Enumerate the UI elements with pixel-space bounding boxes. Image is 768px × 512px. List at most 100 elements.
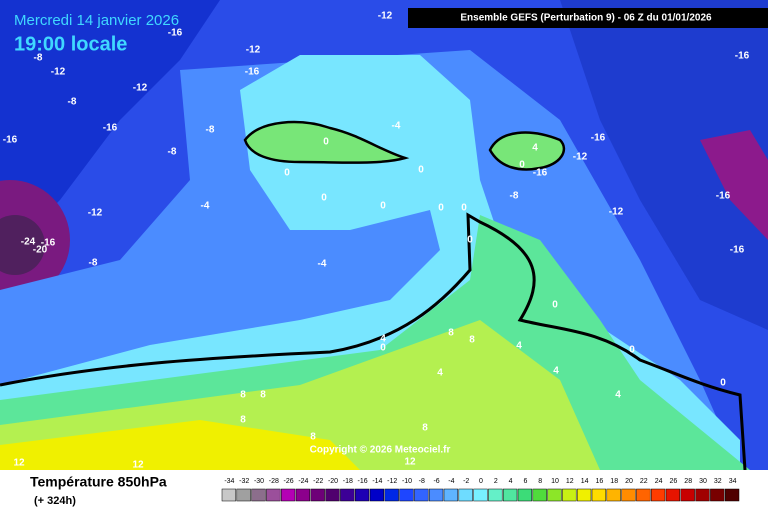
cold-region [560, 0, 768, 330]
model-run: Ensemble GEFS (Perturbation 9) - 06 Z du… [460, 13, 712, 24]
isotherm-label: -12 [378, 11, 393, 22]
scale-swatch [236, 488, 251, 502]
isotherm-label: 8 [260, 390, 266, 401]
color-scale: -34 -32 -30 -28 -26 -24 -22 -20 -18 -16 -14 -12 -10-… [221, 478, 740, 502]
isotherm-label: -16 [41, 238, 56, 249]
scale-label: -14 [372, 478, 382, 485]
isotherm-label: 8 [240, 415, 246, 426]
scale-swatch [665, 488, 681, 502]
scale-swatch [710, 488, 725, 502]
isotherm-label: -16 [533, 168, 548, 179]
land-area [488, 131, 566, 171]
isotherm-label: -16 [103, 123, 118, 134]
scale-label: -12 [387, 478, 397, 485]
scale-label: 18 [610, 478, 618, 485]
isotherm-label: 0 [438, 203, 444, 214]
scale-swatch [591, 488, 607, 502]
isotherm-label: 8 [469, 335, 475, 346]
field-title: Température 850hPa [30, 474, 167, 490]
isotherm-label: 0 [519, 160, 525, 171]
scale-swatch [340, 488, 355, 502]
model-box [408, 8, 768, 28]
scale-swatch [576, 488, 592, 502]
scale-label: 4 [509, 478, 513, 485]
isotherm-label: -16 [591, 133, 606, 144]
very-cold-region [0, 215, 45, 275]
isotherm-label: 4 [615, 390, 621, 401]
isotherm-label: -4 [318, 259, 327, 270]
scale-label: -16 [358, 478, 368, 485]
isotherm-label: -8 [168, 147, 177, 158]
isotherm-label: 0 [467, 235, 473, 246]
isotherm-label: -12 [133, 83, 148, 94]
scale-swatch [562, 488, 577, 502]
isotherm-label: -20 [33, 245, 48, 256]
isotherm-label: 8 [448, 328, 454, 339]
copyright: Copyright © 2026 Meteociel.fr [310, 445, 451, 456]
scale-label: 32 [714, 478, 722, 485]
scale-label: -20 [328, 478, 338, 485]
scale-swatch [354, 488, 370, 502]
zero-isotherm [0, 212, 747, 471]
scale-swatch [606, 488, 621, 502]
scale-label: -34 [224, 478, 234, 485]
isotherm-label: 0 [552, 300, 558, 311]
isotherm-label: -12 [573, 152, 588, 163]
scale-label: 34 [729, 478, 737, 485]
local-time: 19:00 locale [14, 33, 127, 55]
warmest-region [0, 420, 360, 470]
scale-swatch [680, 488, 695, 502]
lead-time: (+ 324h) [34, 495, 76, 507]
scale-swatch [695, 488, 710, 502]
isotherm-label: -12 [88, 208, 103, 219]
scale-label: 10 [551, 478, 559, 485]
isotherm-label: 12 [404, 457, 416, 468]
scale-label: 26 [670, 478, 678, 485]
scale-label: 8 [538, 478, 542, 485]
scale-label: 16 [596, 478, 604, 485]
isotherm-label: -12 [51, 67, 66, 78]
isotherm-label: -24 [21, 237, 36, 248]
isotherm-label: 4 [553, 366, 559, 377]
isotherm-label: -16 [735, 51, 750, 62]
isotherm-label: -16 [3, 135, 18, 146]
isotherm-label: -16 [716, 191, 731, 202]
scale-label: -8 [419, 478, 425, 485]
scale-label: -2 [463, 478, 469, 485]
scale-swatch [399, 488, 414, 502]
scale-swatch [621, 488, 636, 502]
isotherm-label: -4 [201, 201, 210, 212]
isotherm-label: -12 [609, 207, 624, 218]
isotherm-label: -8 [34, 53, 43, 64]
scale-swatch [384, 488, 399, 502]
scale-swatch [488, 488, 503, 502]
scale-label: -22 [313, 478, 323, 485]
isotherm-label: 4 [532, 143, 538, 154]
scale-label: -24 [298, 478, 308, 485]
isotherm-label: -4 [392, 121, 401, 132]
isotherm-label: 0 [461, 203, 467, 214]
scale-label: -4 [448, 478, 454, 485]
isotherm-label: 8 [422, 423, 428, 434]
scale-label: 2 [494, 478, 498, 485]
isotherm-label: -16 [168, 28, 183, 39]
scale-swatch [325, 488, 340, 502]
scale-swatch [547, 488, 562, 502]
scale-label: 14 [581, 478, 589, 485]
isotherm-label: 12 [132, 460, 144, 471]
scale-label: 22 [640, 478, 648, 485]
isotherm-label: -8 [206, 125, 215, 136]
scale-label: 30 [699, 478, 707, 485]
scale-label: -10 [402, 478, 412, 485]
isotherm-label: 8 [310, 432, 316, 443]
isotherm-label: 4 [516, 341, 522, 352]
cold-region [0, 0, 220, 260]
isotherm-label: 0 [380, 343, 386, 354]
scale-label: -18 [343, 478, 353, 485]
scale-swatch [650, 488, 666, 502]
date: Mercredi 14 janvier 2026 [14, 12, 179, 29]
scale-label: 0 [479, 478, 483, 485]
